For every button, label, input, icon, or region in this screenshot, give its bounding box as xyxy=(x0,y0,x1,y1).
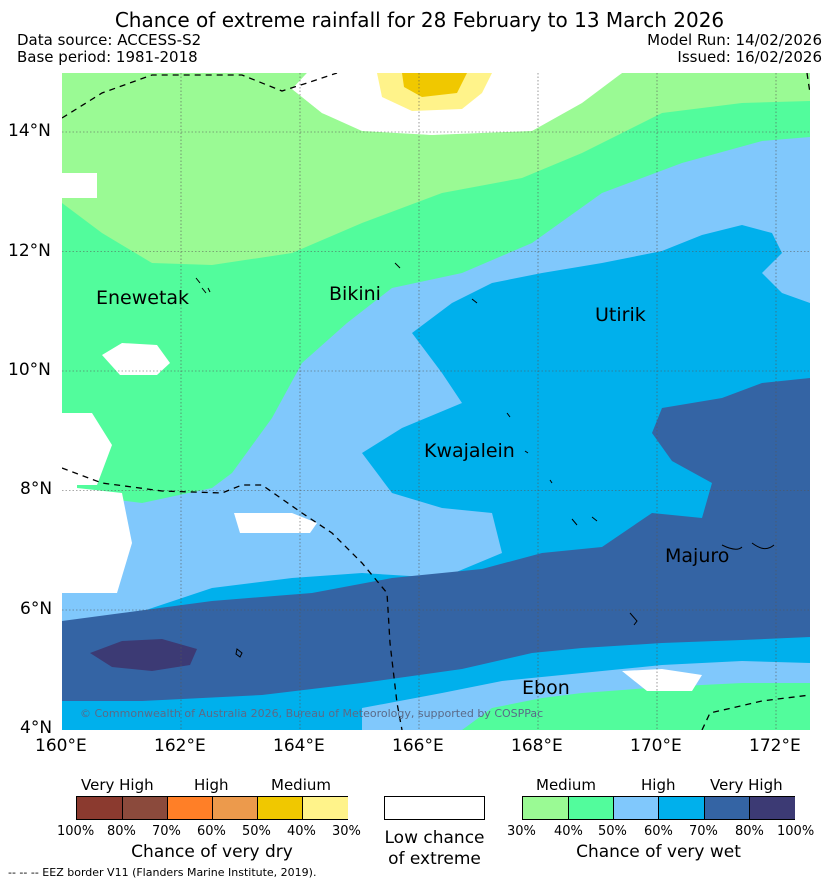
eez-border xyxy=(62,73,810,730)
dry-tick-30: 30% xyxy=(332,824,361,839)
eez-footnote: -- -- -- EEZ border V11 (Flanders Marine… xyxy=(8,866,317,879)
dry-tick-60: 60% xyxy=(197,824,226,839)
wet-heading-very-high: Very High xyxy=(710,776,783,794)
place-majuro: Majuro xyxy=(665,545,730,567)
issued-date: Issued: 16/02/2026 xyxy=(677,48,822,66)
dry-caption: Chance of very dry xyxy=(131,842,293,862)
dry-tick-100: 100% xyxy=(57,824,95,839)
rainfall-map: © Commonwealth of Australia 2026, Bureau… xyxy=(62,73,810,730)
lon-label-170e: 170°E xyxy=(630,736,682,756)
dry-tick-70: 70% xyxy=(152,824,181,839)
low-chance-swatch xyxy=(384,796,485,820)
lat-label-8n: 8°N xyxy=(20,479,53,499)
wet-tick-30: 30% xyxy=(507,824,536,839)
wet-tick-40: 40% xyxy=(554,824,583,839)
lon-label-168e: 168°E xyxy=(511,736,563,756)
dry-swatch-70-60 xyxy=(167,797,213,819)
low-chance-label-1: Low chance xyxy=(384,828,485,848)
map-title: Chance of extreme rainfall for 28 Februa… xyxy=(114,8,725,32)
wet-swatch-60-70 xyxy=(658,797,705,819)
dry-swatch-40-30 xyxy=(302,797,348,819)
wet-swatch-30-40 xyxy=(523,797,568,819)
wet-colorbar xyxy=(522,796,795,820)
low-chance-gap-southwest xyxy=(62,413,112,525)
lat-label-6n: 6°N xyxy=(20,599,53,619)
place-ebon: Ebon xyxy=(522,677,570,699)
low-chance-label-2: of extreme xyxy=(388,849,481,869)
data-source: Data source: ACCESS-S2 xyxy=(17,31,202,49)
copyright-notice: © Commonwealth of Australia 2026, Bureau… xyxy=(80,707,543,720)
very-extreme-wet-pocket xyxy=(90,639,197,671)
model-run: Model Run: 14/02/2026 xyxy=(647,31,822,49)
wet-tick-100: 100% xyxy=(777,824,815,839)
wet-tick-80: 80% xyxy=(735,824,764,839)
dry-heading-high: High xyxy=(194,776,229,794)
dry-tick-40: 40% xyxy=(287,824,316,839)
wet-heading-medium: Medium xyxy=(536,776,596,794)
dry-tick-80: 80% xyxy=(107,824,136,839)
low-chance-gap-west xyxy=(62,173,97,198)
base-period: Base period: 1981-2018 xyxy=(17,48,198,66)
place-utirik: Utirik xyxy=(595,304,646,326)
wet-tick-50: 50% xyxy=(598,824,627,839)
lon-label-164e: 164°E xyxy=(273,736,325,756)
lon-label-172e: 172°E xyxy=(749,736,801,756)
wet-tick-60: 60% xyxy=(644,824,673,839)
lon-label-166e: 166°E xyxy=(392,736,444,756)
lat-label-14n: 14°N xyxy=(8,121,51,141)
lat-label-4n: 4°N xyxy=(20,718,53,738)
lon-label-160e: 160°E xyxy=(35,736,87,756)
wet-swatch-40-50 xyxy=(568,797,614,819)
wet-swatch-80-100 xyxy=(749,797,795,819)
low-chance-gap-mid xyxy=(234,513,317,533)
dry-swatch-50-40 xyxy=(257,797,303,819)
dry-heading-medium: Medium xyxy=(271,776,331,794)
medium-wet-lower xyxy=(462,683,810,730)
place-kwajalein: Kwajalein xyxy=(424,440,515,462)
extreme-wet-zone xyxy=(62,378,810,730)
low-chance-gap-southwest-2 xyxy=(62,488,132,593)
dry-swatch-100-80 xyxy=(77,797,122,819)
dry-medium-zone-north xyxy=(402,73,467,97)
dry-swatch-60-50 xyxy=(212,797,258,819)
dry-tick-50: 50% xyxy=(242,824,271,839)
graticule xyxy=(62,73,810,730)
wet-caption: Chance of very wet xyxy=(576,842,741,862)
lat-label-12n: 12°N xyxy=(8,241,51,261)
map-canvas: © Commonwealth of Australia 2026, Bureau… xyxy=(62,73,810,730)
place-bikini: Bikini xyxy=(329,283,381,305)
dry-heading-very-high: Very High xyxy=(81,776,154,794)
wet-tick-70: 70% xyxy=(689,824,718,839)
dry-swatch-80-70 xyxy=(122,797,168,819)
wet-heading-high: High xyxy=(641,776,676,794)
low-chance-gap-enewetak xyxy=(102,343,170,375)
wet-swatch-70-80 xyxy=(704,797,750,819)
place-enewetak: Enewetak xyxy=(96,287,190,309)
wet-swatch-50-60 xyxy=(613,797,659,819)
lat-label-10n: 10°N xyxy=(8,360,51,380)
low-chance-gap-east xyxy=(622,669,702,691)
lon-label-162e: 162°E xyxy=(154,736,206,756)
island-outlines xyxy=(195,262,775,658)
dry-colorbar xyxy=(76,796,348,820)
